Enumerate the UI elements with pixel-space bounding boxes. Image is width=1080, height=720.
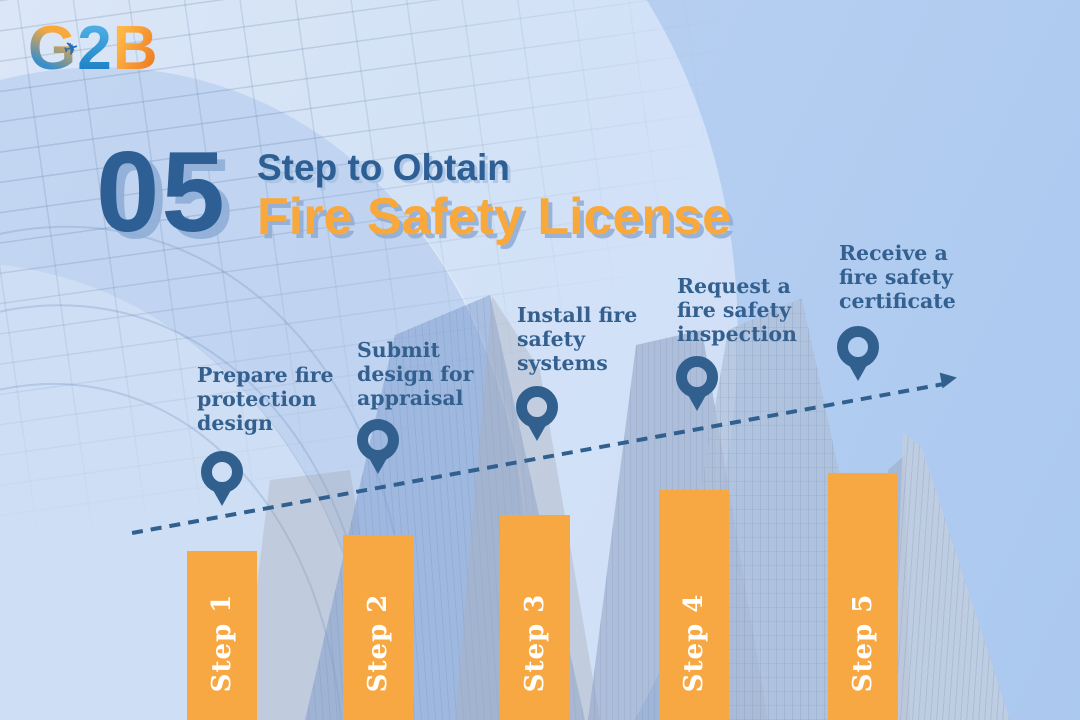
step-count-number: 05 — [96, 129, 227, 256]
g2b-logo: G2B ✈ — [28, 18, 159, 80]
step-bar: Step 4 — [659, 490, 729, 720]
arrowhead-icon — [939, 369, 959, 389]
step-description: Receive a fire safety certificate — [839, 241, 956, 313]
location-pin-icon — [357, 419, 399, 474]
step-bar-label: Step 1 — [207, 593, 237, 693]
step-bar-label: Step 2 — [363, 593, 393, 693]
logo-letter-2: 2 — [77, 14, 113, 83]
title-line-2: Fire Safety License — [257, 187, 731, 246]
step-bar-label: Step 4 — [679, 593, 709, 693]
step-bar: Step 5 — [828, 473, 898, 720]
location-pin-icon — [516, 386, 558, 441]
step-bar-label: Step 5 — [848, 593, 878, 693]
step-bar-label: Step 3 — [520, 593, 550, 693]
location-pin-icon — [676, 356, 718, 411]
title-line-1: Step to Obtain — [257, 147, 510, 188]
step-description: Install fire safety systems — [517, 303, 638, 375]
step-bar: Step 2 — [343, 535, 413, 720]
location-pin-icon — [201, 451, 243, 506]
step-description: Submit design for appraisal — [357, 338, 474, 410]
step-description: Request a fire safety inspection — [677, 274, 797, 346]
step-bar: Step 3 — [500, 515, 570, 720]
location-pin-icon — [837, 326, 879, 381]
logo-letter-b: B — [112, 14, 159, 83]
step-bar: Step 1 — [187, 551, 257, 720]
step-description: Prepare fire protection design — [197, 363, 334, 435]
logo-letter-g: G — [28, 14, 78, 83]
page-title: Step to Obtain Fire Safety License — [257, 147, 731, 246]
